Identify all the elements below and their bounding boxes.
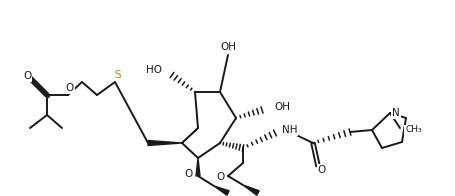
Text: CH₃: CH₃: [405, 125, 422, 134]
Text: O: O: [217, 172, 225, 182]
Text: S: S: [115, 70, 121, 80]
Text: O: O: [23, 71, 31, 81]
Polygon shape: [196, 158, 200, 176]
Polygon shape: [148, 141, 182, 145]
Text: NH: NH: [282, 125, 298, 135]
Polygon shape: [243, 185, 259, 195]
Text: O: O: [185, 169, 193, 179]
Text: O: O: [66, 83, 74, 93]
Polygon shape: [182, 128, 198, 143]
Text: OH: OH: [274, 102, 290, 112]
Polygon shape: [214, 186, 229, 195]
Text: N: N: [392, 108, 400, 118]
Text: OH: OH: [220, 42, 236, 52]
Text: HO: HO: [146, 65, 162, 75]
Text: O: O: [318, 165, 326, 175]
